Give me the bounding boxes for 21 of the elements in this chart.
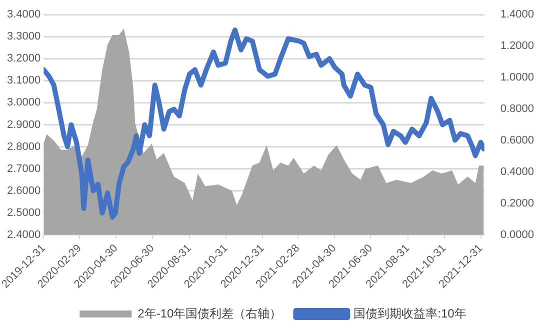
y-tick-label: 2.8000 — [6, 140, 41, 153]
y-tick-label: 2.7000 — [6, 162, 41, 175]
legend-label: 2年-10年国债利差（右轴） — [138, 306, 282, 320]
y-tick-label: 3.1000 — [6, 74, 41, 87]
y-tick-label: 2.4000 — [6, 228, 41, 241]
y2-tick-label: 0.0000 — [500, 228, 534, 241]
y-tick-label: 3.0000 — [6, 96, 41, 109]
y2-tick-label: 0.8000 — [500, 103, 534, 116]
legend-label: 国债到期收益率:10年 — [354, 306, 466, 320]
y2-tick-label: 1.4000 — [500, 8, 534, 21]
y-tick-label: 2.9000 — [6, 118, 41, 131]
y2-tick-label: 0.4000 — [500, 166, 534, 178]
y2-tick-label: 0.6000 — [500, 134, 534, 147]
y-tick-label: 2.5000 — [6, 206, 41, 219]
y-tick-label: 2.6000 — [6, 184, 41, 197]
y-tick-label: 3.2000 — [6, 52, 41, 65]
y-tick-label: 3.4000 — [6, 8, 41, 21]
y2-tick-label: 1.2000 — [500, 40, 534, 52]
y2-tick-label: 0.2000 — [500, 197, 534, 210]
y2-tick-label: 1.0000 — [500, 72, 534, 84]
y-tick-label: 3.3000 — [6, 30, 41, 43]
